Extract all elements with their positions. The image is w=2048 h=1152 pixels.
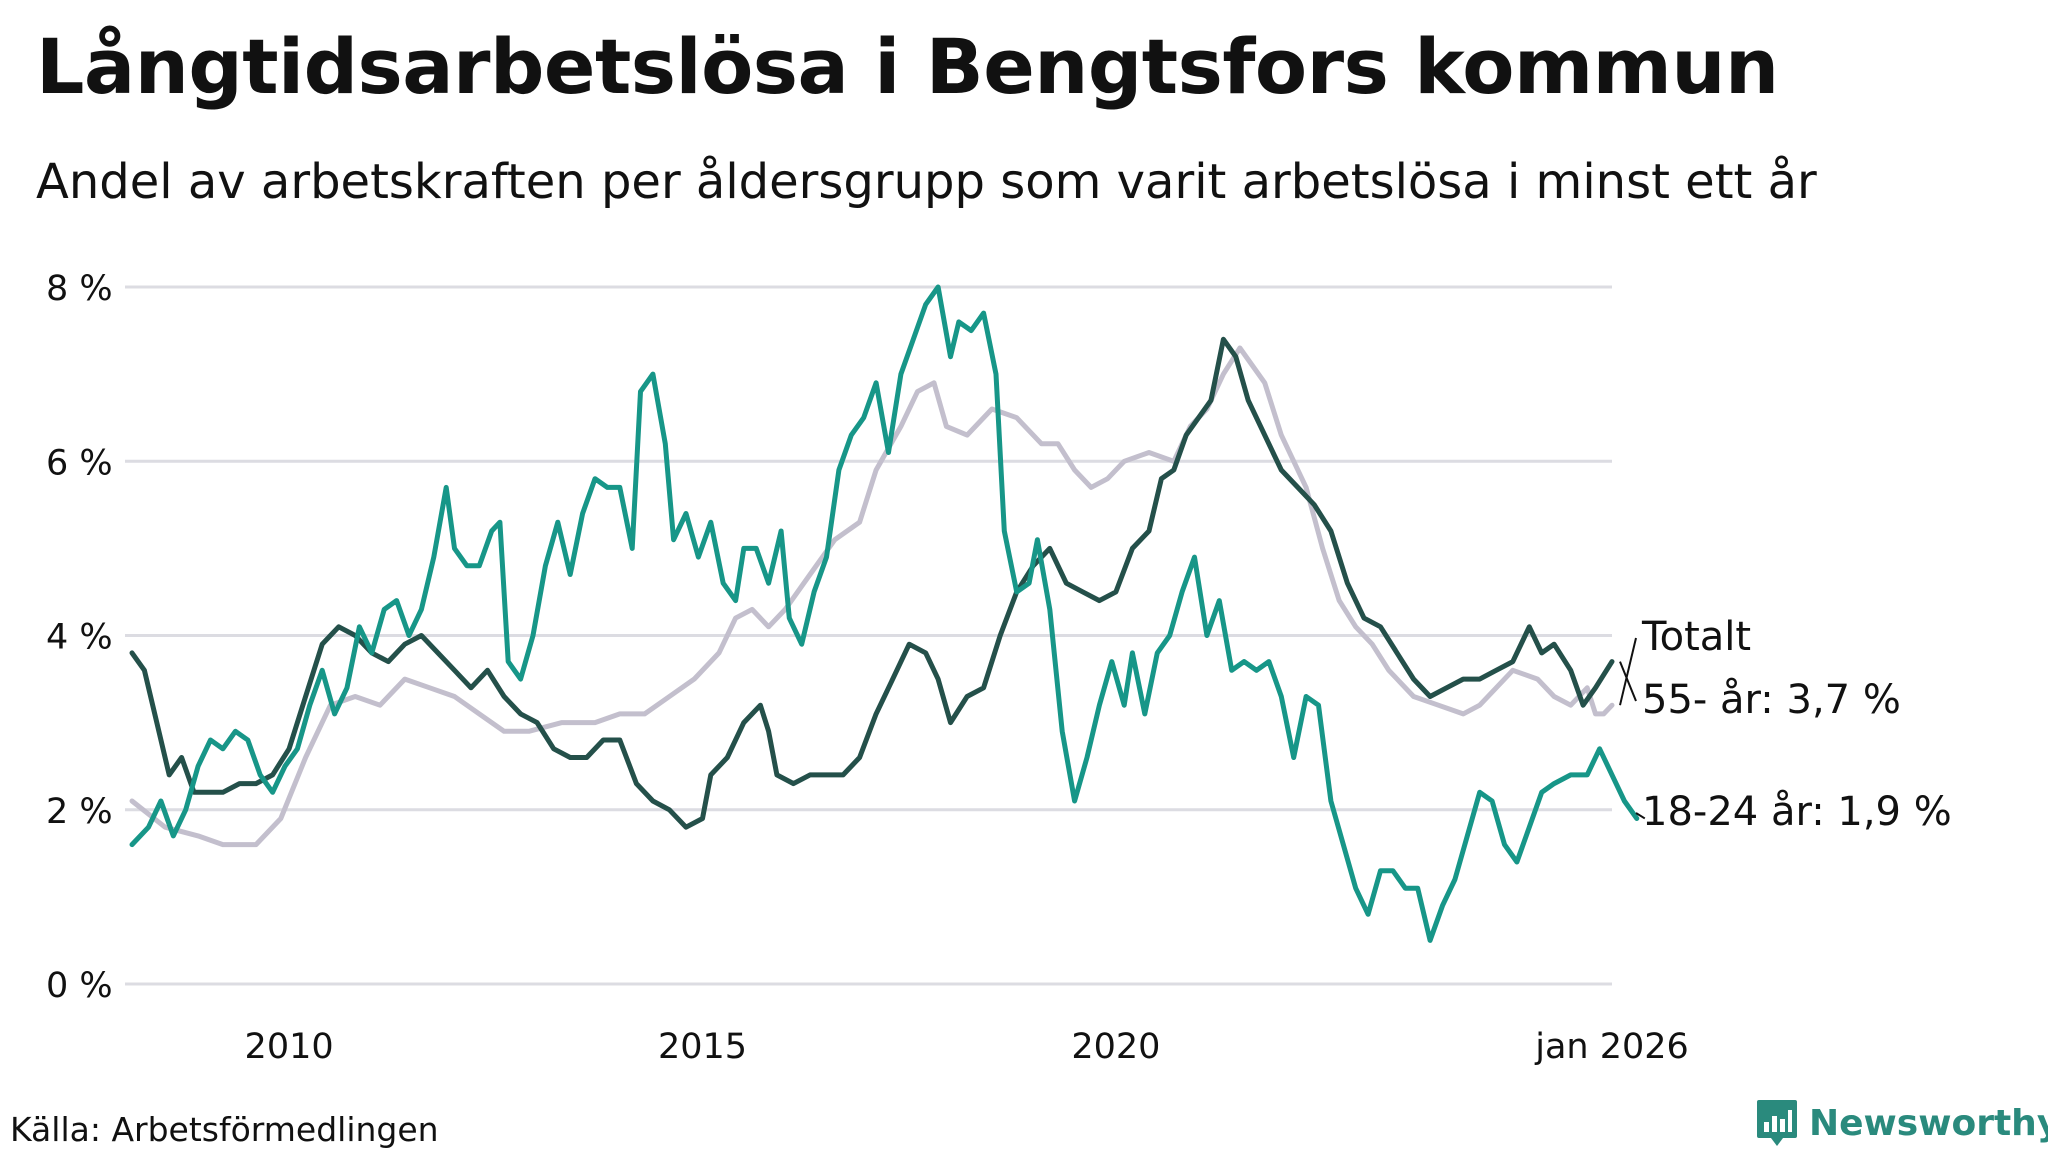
series-labels: Totalt 55- år: 3,7 % 18-24 år: 1,9 %: [1619, 614, 1952, 835]
x-tick-label: 2020: [1071, 1027, 1160, 1067]
series-line-2: [129, 336, 1615, 830]
x-tick-label: 2010: [245, 1027, 334, 1067]
series-line-1: [129, 345, 1615, 848]
chart-title: Långtidsarbetslösa i Bengtsfors kommun: [36, 22, 1779, 111]
series-label: 55- år: 3,7 %: [1642, 677, 1901, 723]
label-leader: [1619, 661, 1637, 702]
x-tick-label: 2015: [658, 1027, 747, 1067]
label-leader: [1635, 812, 1646, 820]
series-label: Totalt: [1641, 614, 1751, 660]
series-label: 18-24 år: 1,9 %: [1642, 789, 1952, 835]
label-leader: [1619, 637, 1637, 706]
series-lines: [129, 284, 1640, 943]
y-tick-label: 2 %: [46, 792, 113, 832]
x-axis-ticks: 2010 2015 2020 jan 2026: [245, 1027, 1689, 1067]
x-tick-label: jan 2026: [1534, 1027, 1689, 1067]
y-tick-label: 0 %: [46, 966, 113, 1006]
y-tick-label: 8 %: [46, 269, 113, 309]
newsworthy-logo-icon: [1757, 1100, 1797, 1146]
brand-logo: Newsworthy: [1755, 1098, 2048, 1148]
y-tick-label: 6 %: [46, 443, 113, 483]
line-chart: 0 % 2 % 4 % 6 % 8 % 2010 2015 2020 jan 2026 Tot…: [46, 269, 1952, 1067]
chart-subtitle: Andel av arbetskraften per åldersgrupp s…: [36, 154, 1817, 210]
series-line-3: [129, 284, 1640, 943]
brand-name: Newsworthy: [1809, 1102, 2048, 1144]
source-note: Källa: Arbetsförmedlingen: [10, 1110, 439, 1149]
y-tick-label: 4 %: [46, 618, 113, 658]
y-axis-ticks: 0 % 2 % 4 % 6 % 8 %: [46, 269, 113, 1006]
